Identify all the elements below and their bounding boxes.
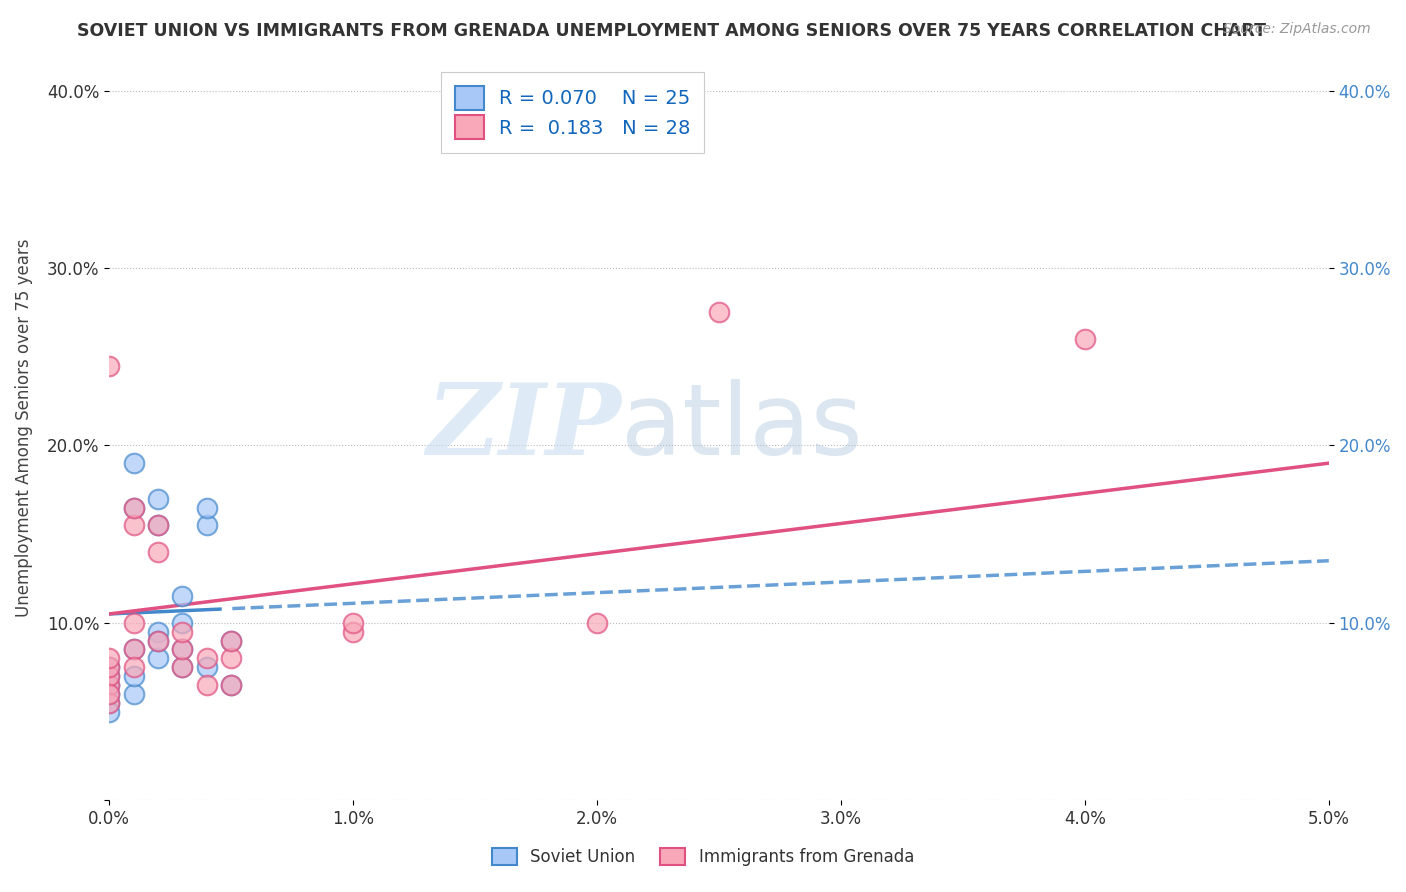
Point — [219, 651, 242, 665]
Point — [98, 678, 121, 692]
Point — [219, 678, 242, 692]
Point — [122, 669, 145, 683]
Y-axis label: Unemployment Among Seniors over 75 years: Unemployment Among Seniors over 75 years — [15, 238, 32, 617]
Point — [98, 687, 121, 701]
Point — [172, 642, 194, 657]
Point — [146, 491, 169, 506]
Text: atlas: atlas — [621, 379, 863, 476]
Point — [98, 651, 121, 665]
Point — [172, 624, 194, 639]
Point — [219, 633, 242, 648]
Point — [98, 669, 121, 683]
Point — [122, 615, 145, 630]
Text: Source: ZipAtlas.com: Source: ZipAtlas.com — [1223, 22, 1371, 37]
Point — [122, 660, 145, 674]
Point — [122, 456, 145, 470]
Point — [195, 660, 218, 674]
Point — [98, 669, 121, 683]
Point — [146, 518, 169, 533]
Point — [219, 678, 242, 692]
Point — [98, 705, 121, 719]
Point — [122, 642, 145, 657]
Point — [146, 545, 169, 559]
Text: ZIP: ZIP — [426, 379, 621, 476]
Point — [98, 660, 121, 674]
Point — [122, 518, 145, 533]
Point — [98, 696, 121, 710]
Point — [122, 500, 145, 515]
Point — [146, 633, 169, 648]
Point — [122, 642, 145, 657]
Point — [195, 518, 218, 533]
Point — [98, 359, 121, 373]
Point — [172, 589, 194, 603]
Legend: R = 0.070    N = 25, R =  0.183   N = 28: R = 0.070 N = 25, R = 0.183 N = 28 — [441, 72, 704, 153]
Point — [342, 624, 364, 639]
Text: SOVIET UNION VS IMMIGRANTS FROM GRENADA UNEMPLOYMENT AMONG SENIORS OVER 75 YEARS: SOVIET UNION VS IMMIGRANTS FROM GRENADA … — [77, 22, 1267, 40]
Point — [707, 305, 730, 319]
Point — [342, 615, 364, 630]
Point — [146, 633, 169, 648]
Point — [172, 615, 194, 630]
Point — [98, 696, 121, 710]
Point — [195, 500, 218, 515]
Point — [146, 651, 169, 665]
Point — [172, 660, 194, 674]
Point — [122, 687, 145, 701]
Point — [195, 678, 218, 692]
Point — [98, 660, 121, 674]
Point — [146, 624, 169, 639]
Point — [122, 500, 145, 515]
Point — [172, 642, 194, 657]
Point — [172, 660, 194, 674]
Point — [98, 678, 121, 692]
Point — [146, 518, 169, 533]
Point — [586, 615, 609, 630]
Point — [219, 633, 242, 648]
Point — [195, 651, 218, 665]
Point — [1074, 332, 1097, 346]
Point — [98, 687, 121, 701]
Legend: Soviet Union, Immigrants from Grenada: Soviet Union, Immigrants from Grenada — [484, 840, 922, 875]
